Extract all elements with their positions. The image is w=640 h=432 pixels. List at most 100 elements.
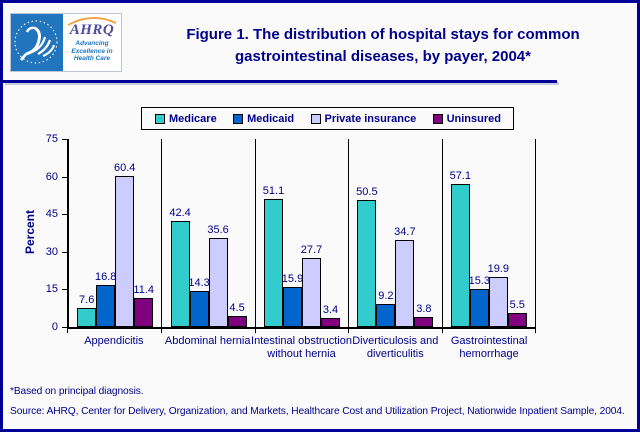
bar-medicaid-appendicitis: 16.8 xyxy=(95,271,116,327)
ahrq-tagline-line: Health Care xyxy=(73,55,111,62)
x-tick-mark xyxy=(67,329,68,333)
bar-value-label: 15.3 xyxy=(468,274,490,287)
legend-label-medicaid: Medicaid xyxy=(247,112,295,125)
bar-private-insurance-appendicitis: 60.4 xyxy=(114,162,135,327)
bar-private-insurance-intestinal-obstruction-without-hernia: 27.7 xyxy=(301,244,322,327)
legend-item-medicaid: Medicaid xyxy=(233,113,294,125)
y-tick-mark xyxy=(62,214,67,216)
category-group-intestinal-obstruction-without-hernia: 51.1 15.9 27.7 3.4 xyxy=(256,139,350,327)
bar-value-label: 4.5 xyxy=(229,301,245,314)
y-tick-mark xyxy=(62,176,67,178)
y-tick-mark xyxy=(62,251,67,253)
footnote-source: Source: AHRQ, Center for Delivery, Organ… xyxy=(10,406,625,417)
figure-title-line2: gastrointestinal diseases, by payer, 200… xyxy=(235,48,531,65)
bar-rect xyxy=(376,303,396,327)
figure-title: Figure 1. The distribution of hospital s… xyxy=(153,24,613,68)
bar-value-label: 35.6 xyxy=(207,223,229,236)
y-tick-label: 30 xyxy=(45,245,58,258)
bar-medicaid-abdominal-hernia: 14.3 xyxy=(188,277,210,327)
bar-rect xyxy=(170,220,190,327)
ahrq-wordmark: AHRQ xyxy=(69,22,115,38)
bar-rect xyxy=(395,240,415,327)
legend-swatch-medicaid xyxy=(233,113,244,124)
bar-rect xyxy=(77,307,97,327)
bar-medicaid-gastrointestinal-hemorrhage: 15.3 xyxy=(469,275,490,327)
bar-medicaid-intestinal-obstruction-without-hernia: 15.9 xyxy=(282,273,303,327)
bar-medicare-diverticulosis-and-diverticulitis: 50.5 xyxy=(356,186,378,327)
bar-uninsured-appendicitis: 11.4 xyxy=(133,284,154,327)
legend-label-private-insurance: Private insurance xyxy=(324,112,417,125)
bar-rect xyxy=(96,284,116,327)
bar-rect xyxy=(263,198,283,327)
bar-value-label: 5.5 xyxy=(509,299,525,312)
legend-label-uninsured: Uninsured xyxy=(446,112,501,125)
x-tick-mark xyxy=(160,329,162,333)
bar-rect xyxy=(488,277,508,327)
legend-label-medicare: Medicare xyxy=(169,112,217,125)
bar-value-label: 42.4 xyxy=(169,206,191,219)
category-labels: Appendicitis Abdominal hernia Intestinal o… xyxy=(67,335,536,381)
x-tick-mark xyxy=(535,329,536,333)
bar-rect xyxy=(189,291,209,327)
legend: Medicare Medicaid Private insurance Uninsur… xyxy=(141,107,514,130)
category-label-abdominal-hernia: Abdominal hernia xyxy=(164,335,251,347)
category-group-diverticulosis-and-diverticulitis: 50.5 9.2 34.7 3.8 xyxy=(349,139,443,327)
bar-value-label: 9.2 xyxy=(378,289,394,302)
legend-swatch-medicare xyxy=(155,113,165,124)
y-tick-label: 0 xyxy=(51,321,58,333)
bar-rect xyxy=(282,287,302,327)
bar-rect xyxy=(227,315,247,327)
legend-item-uninsured: Uninsured xyxy=(432,112,501,125)
y-axis: 0 15 30 45 60 75 xyxy=(3,133,67,333)
x-axis-ticks xyxy=(67,329,536,334)
bar-uninsured-intestinal-obstruction-without-hernia: 3.4 xyxy=(320,304,340,327)
y-tick-mark xyxy=(62,289,67,291)
x-tick-mark xyxy=(254,329,256,333)
legend-swatch-uninsured xyxy=(432,113,443,124)
bar-rect xyxy=(507,313,527,327)
hhs-logo xyxy=(11,14,63,71)
ahrq-tagline: Advancing Excellence in Health Care xyxy=(71,40,112,63)
category-label-appendicitis: Appendicitis xyxy=(84,335,144,347)
ahrq-tagline-line: Advancing xyxy=(75,40,109,47)
hhs-eagle-icon xyxy=(14,20,58,64)
legend-item-medicare: Medicare xyxy=(155,113,217,125)
bar-rect xyxy=(414,317,434,327)
bar-medicare-gastrointestinal-hemorrhage: 57.1 xyxy=(450,170,471,327)
bar-value-label: 11.4 xyxy=(133,284,154,297)
bar-value-label: 15.9 xyxy=(281,273,304,286)
bar-value-label: 16.8 xyxy=(94,270,117,283)
legend-swatch-private-insurance xyxy=(310,113,321,124)
y-tick-label: 60 xyxy=(45,170,58,183)
bar-value-label: 51.1 xyxy=(262,184,285,197)
bar-value-label: 14.3 xyxy=(188,277,210,290)
bar-value-label: 57.1 xyxy=(449,169,471,182)
category-group-appendicitis: 7.6 16.8 60.4 11.4 xyxy=(69,139,163,327)
bar-value-label: 7.6 xyxy=(79,293,95,306)
bar-value-label: 50.5 xyxy=(356,186,378,199)
bar-rect xyxy=(208,237,228,327)
category-group-abdominal-hernia: 42.4 14.3 35.6 4.5 xyxy=(162,139,256,327)
y-tick-mark xyxy=(62,139,67,140)
ahrq-logo: AHRQ Advancing Excellence in Health Care xyxy=(63,14,121,71)
y-tick-label: 45 xyxy=(45,208,58,221)
bar-medicare-appendicitis: 7.6 xyxy=(77,294,97,327)
bar-rect xyxy=(301,257,321,327)
bar-private-insurance-abdominal-hernia: 35.6 xyxy=(207,224,229,327)
agency-logo-block: AHRQ Advancing Excellence in Health Care xyxy=(10,13,122,72)
bar-rect xyxy=(320,318,340,327)
ahrq-swoosh-icon xyxy=(67,17,117,26)
bar-rect xyxy=(357,200,377,327)
legend-item-private-insurance: Private insurance xyxy=(310,112,417,125)
bar-uninsured-diverticulosis-and-diverticulitis: 3.8 xyxy=(414,303,434,327)
footnote-asterisk: *Based on principal diagnosis. xyxy=(10,386,144,397)
bar-uninsured-gastrointestinal-hemorrhage: 5.5 xyxy=(507,299,527,327)
bar-rect xyxy=(450,183,470,327)
bar-uninsured-abdominal-hernia: 4.5 xyxy=(227,302,247,327)
bar-value-label: 3.4 xyxy=(322,304,339,317)
category-label-gastrointestinal-hemorrhage: Gastrointestinal hemorrhage xyxy=(450,335,528,360)
bar-medicare-abdominal-hernia: 42.4 xyxy=(169,207,191,327)
y-tick-mark xyxy=(62,327,67,328)
x-tick-mark xyxy=(442,329,444,333)
